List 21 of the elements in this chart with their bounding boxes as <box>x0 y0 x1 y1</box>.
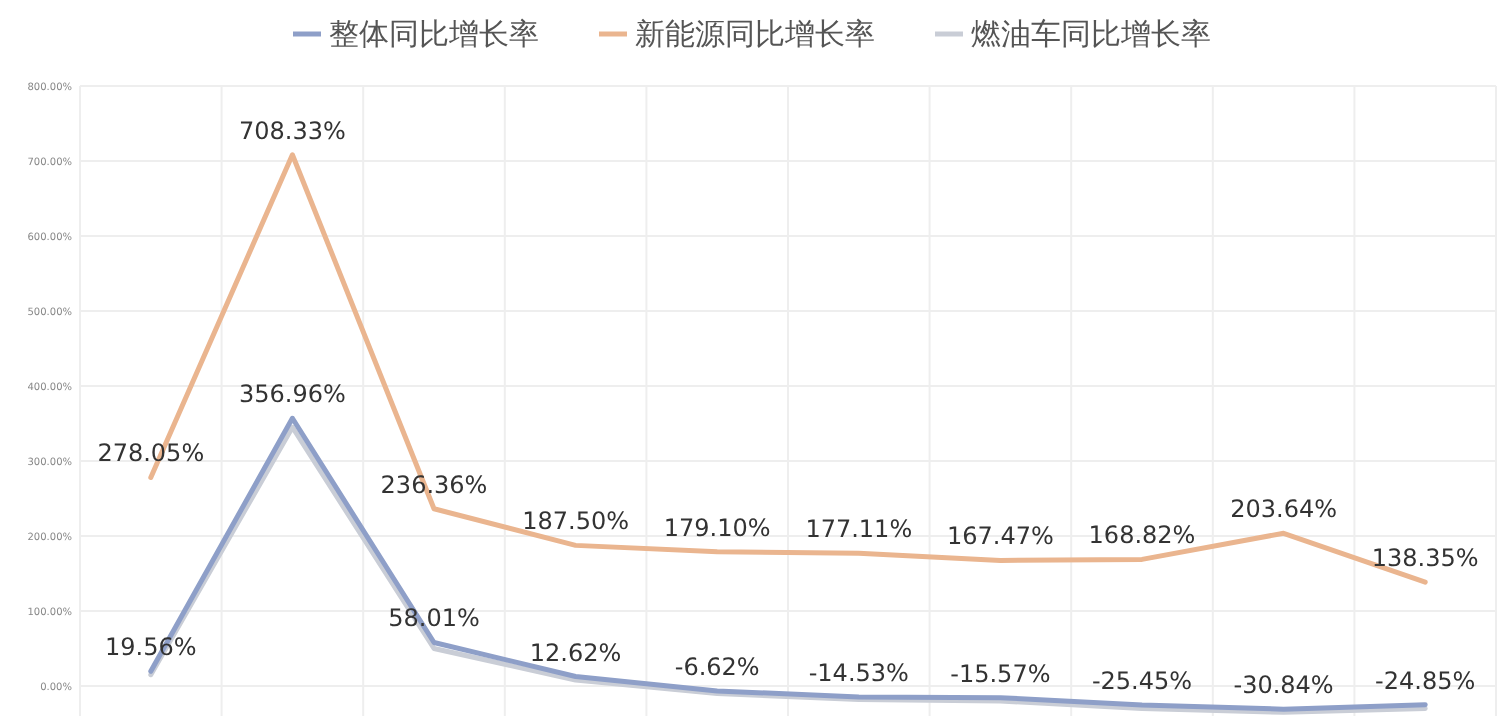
data-label: 179.10% <box>663 513 771 542</box>
data-label: 356.96% <box>239 380 346 409</box>
data-label: 167.47% <box>947 522 1054 551</box>
legend-label: 新能源同比增长率 <box>635 16 875 52</box>
data-label: -25.45% <box>1091 667 1193 696</box>
legend-label: 整体同比增长率 <box>329 16 539 52</box>
data-label: -24.85% <box>1375 666 1476 695</box>
data-label: 708.33% <box>239 116 346 145</box>
data-label: 278.05% <box>97 439 205 468</box>
data-label: 138.35% <box>1371 544 1479 573</box>
data-label: 168.82% <box>1088 521 1196 550</box>
legend-label: 燃油车同比增长率 <box>971 16 1211 52</box>
data-label: 177.11% <box>805 515 913 544</box>
data-label: -30.84% <box>1233 671 1334 700</box>
data-label: -6.62% <box>674 652 760 681</box>
data-label: 203.64% <box>1230 495 1337 524</box>
data-label: -15.57% <box>950 659 1051 688</box>
data-label: 236.36% <box>380 470 488 499</box>
data-label: 12.62% <box>529 638 622 667</box>
data-label: 187.50% <box>522 507 629 536</box>
data-label: -14.53% <box>808 658 909 687</box>
